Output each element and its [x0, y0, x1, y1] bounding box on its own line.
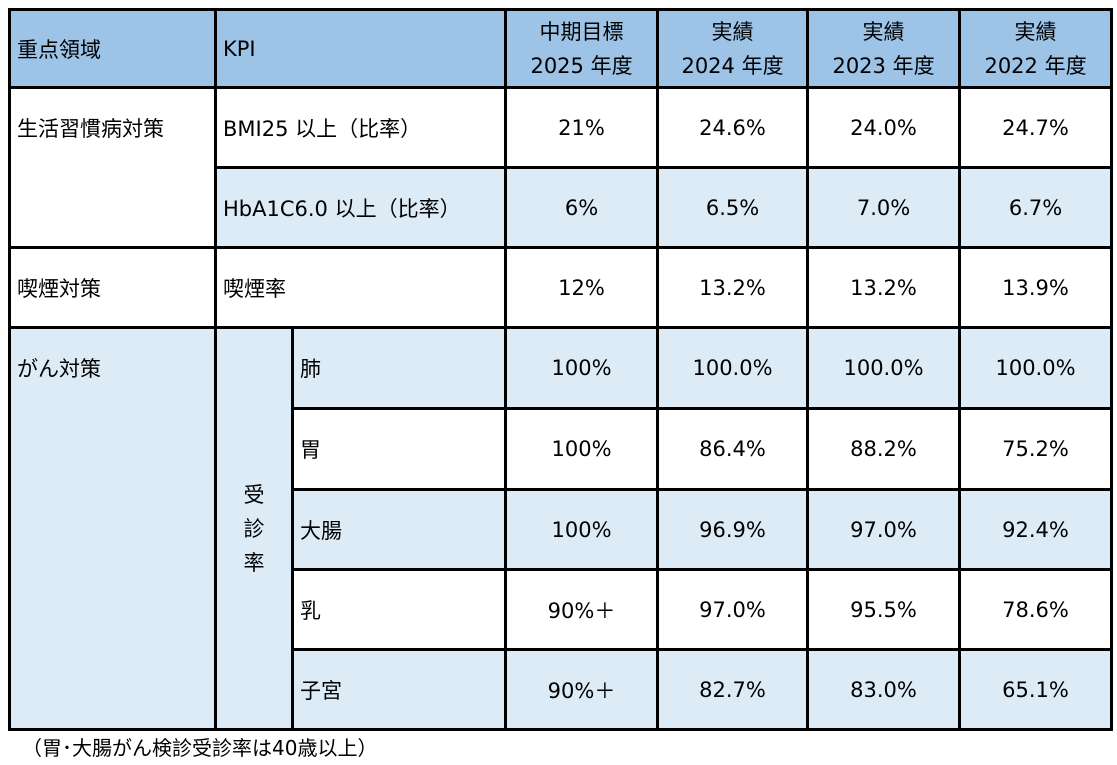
kpi-cell: 胃 — [290, 407, 508, 491]
kpi-cell: BMI25 以上（比率） — [213, 86, 508, 169]
value-cell: 6% — [504, 166, 660, 249]
kpi-cell: HbA1C6.0 以上（比率） — [213, 166, 508, 249]
value-cell: 82.7% — [656, 648, 810, 731]
header-row: 重点領域 KPI 中期目標 2025 年度 実績 2024 年度 実績 2023 年度… — [8, 8, 1114, 89]
value-cell: 24.7% — [958, 86, 1114, 169]
header-col: 実績 2022 年度 — [958, 8, 1114, 89]
value-cell: 100% — [504, 407, 660, 491]
value-cell: 96.9% — [656, 488, 810, 571]
table-row: 喫煙対策 喫煙率 12% 13.2% 13.2% 13.9% — [8, 246, 1114, 329]
value-cell: 100% — [504, 488, 660, 571]
value-cell: 92.4% — [958, 488, 1114, 571]
value-cell: 6.5% — [656, 166, 810, 249]
value-cell: 100.0% — [958, 326, 1114, 410]
value-cell: 75.2% — [958, 407, 1114, 491]
table-row: 生活習慣病対策 BMI25 以上（比率） 21% 24.6% 24.0% 24.… — [8, 86, 1114, 249]
value-cell: 21% — [504, 86, 660, 169]
value-cell: 90%＋ — [504, 648, 660, 731]
table-row: HbA1C6.0 以上（比率） 6% 6.5% 7.0% 6.7% — [9, 166, 1114, 249]
value-cell: 12% — [504, 246, 660, 329]
value-cell: 100.0% — [656, 326, 810, 410]
value-cell: 95.5% — [806, 568, 962, 651]
area-cell: 生活習慣病対策 — [8, 86, 217, 249]
value-cell: 24.6% — [656, 86, 810, 169]
value-cell: 13.2% — [656, 246, 810, 329]
value-cell: 78.6% — [958, 568, 1114, 651]
header-area: 重点領域 — [8, 8, 217, 89]
header-col: 中期目標 2025 年度 — [504, 8, 660, 89]
kpi-table: 重点領域 KPI 中期目標 2025 年度 実績 2024 年度 実績 2023 年度… — [8, 8, 1114, 731]
value-cell: 24.0% — [806, 86, 962, 169]
value-cell: 65.1% — [958, 648, 1114, 731]
kpi-cell: 乳 — [290, 568, 508, 651]
area-cell: がん対策 — [8, 326, 217, 731]
value-cell: 13.9% — [958, 246, 1114, 329]
header-col: 実績 2023 年度 — [806, 8, 962, 89]
header-kpi: KPI — [213, 8, 508, 89]
value-cell: 6.7% — [958, 166, 1114, 249]
value-cell: 86.4% — [656, 407, 810, 491]
table-row: 大腸 100% 96.9% 97.0% 92.4% — [9, 488, 1114, 571]
group-cell: 受診率 — [214, 326, 294, 731]
value-cell: 100.0% — [806, 326, 962, 410]
value-cell: 97.0% — [656, 568, 810, 651]
value-cell: 13.2% — [806, 246, 962, 329]
value-cell: 88.2% — [806, 407, 962, 491]
value-cell: 90%＋ — [504, 568, 660, 651]
footnote: （胃･大腸がん検診受診率は40歳以上） — [22, 736, 378, 760]
value-cell: 97.0% — [806, 488, 962, 571]
value-cell: 83.0% — [806, 648, 962, 731]
kpi-cell: 肺 — [290, 326, 508, 410]
header-col: 実績 2024 年度 — [656, 8, 810, 89]
table-row: 乳 90%＋ 97.0% 95.5% 78.6% — [10, 568, 1114, 651]
value-cell: 7.0% — [806, 166, 962, 249]
table-row: 胃 100% 86.4% 88.2% 75.2% — [10, 407, 1114, 491]
kpi-cell: 喫煙率 — [213, 246, 508, 329]
table-row: がん対策 受診率 肺 100% 100.0% 100.0% 100.0% — [8, 326, 1114, 731]
value-cell: 100% — [504, 326, 660, 410]
kpi-cell: 大腸 — [290, 488, 508, 571]
area-cell: 喫煙対策 — [8, 246, 217, 329]
kpi-cell: 子宮 — [290, 648, 508, 731]
